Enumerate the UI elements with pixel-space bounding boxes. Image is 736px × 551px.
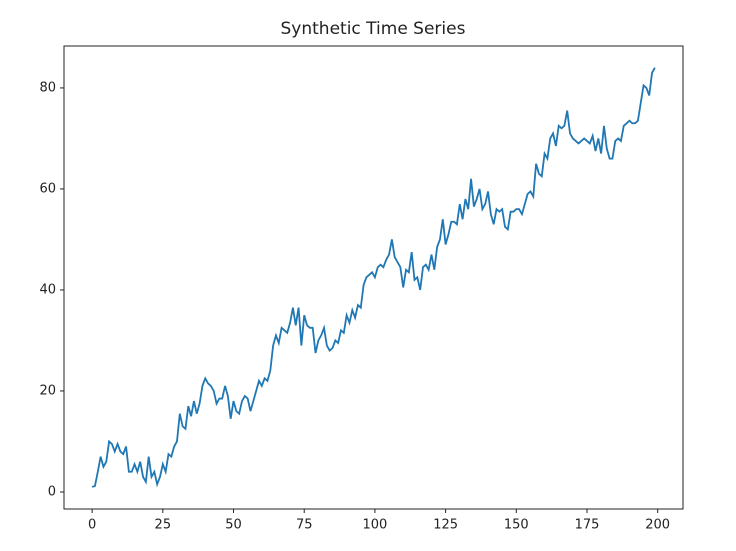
chart-title: Synthetic Time Series: [281, 19, 466, 39]
y-tick-label: 20: [39, 383, 56, 398]
y-tick-label: 40: [39, 282, 56, 297]
x-tick-label: 0: [88, 518, 96, 533]
x-tick-label: 200: [645, 518, 670, 533]
y-tick-label: 60: [39, 181, 56, 196]
y-tick-label: 0: [48, 484, 56, 499]
x-tick-label: 25: [155, 518, 172, 533]
x-tick-label: 125: [433, 518, 458, 533]
x-tick-label: 100: [362, 518, 387, 533]
x-tick-label: 175: [575, 518, 600, 533]
x-tick-label: 75: [296, 518, 313, 533]
axes-frame: [63, 45, 684, 510]
y-tick-label: 80: [39, 80, 56, 95]
x-tick-label: 150: [504, 518, 529, 533]
x-tick-label: 50: [225, 518, 242, 533]
line: [91, 67, 656, 488]
